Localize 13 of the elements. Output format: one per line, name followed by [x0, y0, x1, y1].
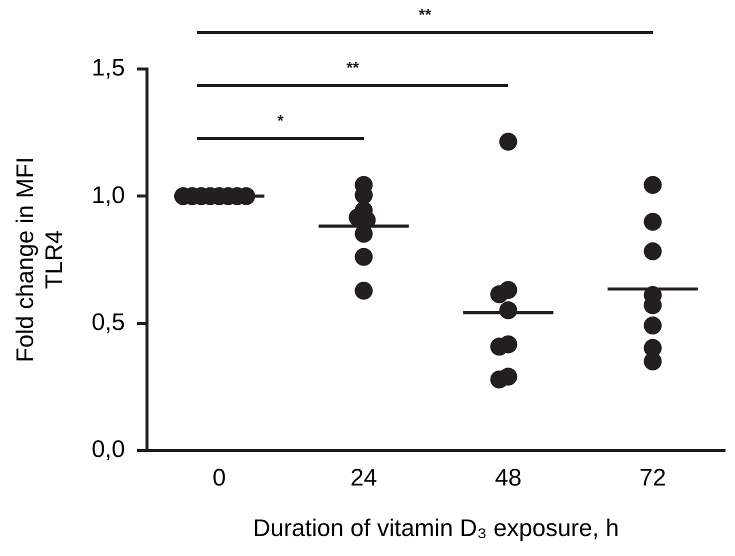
- x-axis-title: Duration of vitamin D₃ exposure, h: [253, 515, 619, 542]
- x-tick-label: 48: [494, 464, 522, 492]
- x-tick-label: 72: [639, 464, 666, 492]
- annotation: *: [277, 113, 284, 130]
- y-tick-label: 1,5: [92, 54, 125, 82]
- y-tick-label: 1,0: [92, 182, 125, 209]
- x-tick-label: 0: [212, 464, 226, 492]
- x-tick-label: 24: [350, 464, 378, 492]
- y-tick-label: 0,5: [92, 308, 125, 336]
- y-tick-label: 0,0: [92, 436, 125, 464]
- text: **: [418, 7, 432, 24]
- y-axis-title: Fold change in MFI TLR4: [12, 156, 68, 362]
- annotation: **: [346, 60, 360, 77]
